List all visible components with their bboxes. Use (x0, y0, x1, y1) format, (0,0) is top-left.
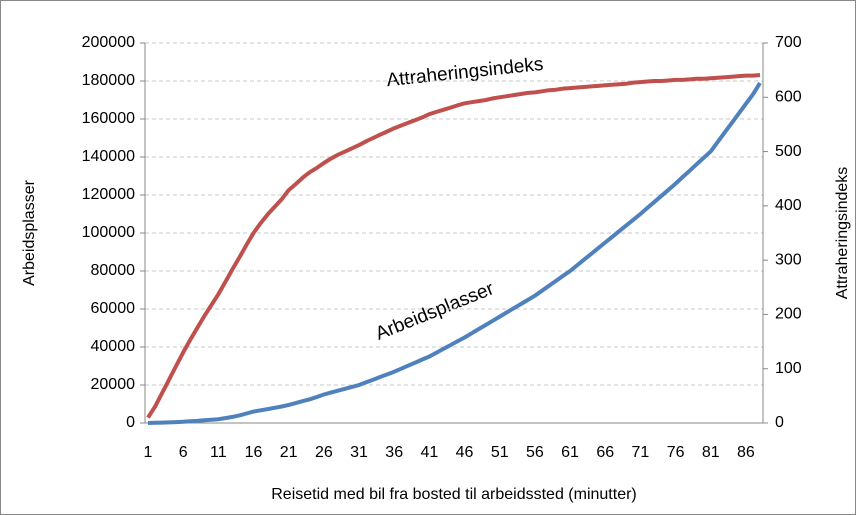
x-tick-label: 1 (144, 444, 153, 461)
x-tick-label: 41 (420, 444, 438, 461)
x-axis-label: Reisetid med bil fra bosted til arbeidss… (271, 486, 637, 503)
x-tick-label: 61 (561, 444, 579, 461)
x-tick-label: 76 (667, 444, 685, 461)
y-tick-label: 60000 (91, 300, 136, 317)
y-tick-label: 120000 (82, 186, 135, 203)
y2-tick-label: 700 (775, 34, 802, 51)
y-axis-label: Arbeidsplasser (21, 179, 38, 286)
y-tick-label: 20000 (91, 376, 136, 393)
y2-tick-label: 400 (775, 197, 802, 214)
x-tick-label: 6 (179, 444, 188, 461)
y2-tick-label: 200 (775, 306, 802, 323)
x-tick-label: 36 (385, 444, 403, 461)
x-tick-label: 21 (280, 444, 298, 461)
y2-tick-label: 600 (775, 89, 802, 106)
series-line (146, 73, 761, 419)
y-tick-label: 100000 (82, 224, 135, 241)
y-tick-label: 160000 (82, 110, 135, 127)
y2-tick-label: 500 (775, 143, 802, 160)
y-tick-label: 80000 (91, 262, 136, 279)
x-tick-label: 56 (526, 444, 544, 461)
y-tick-label: 140000 (82, 148, 135, 165)
y-tick-label: 200000 (82, 34, 135, 51)
x-tick-label: 16 (245, 444, 263, 461)
y2-tick-label: 100 (775, 360, 802, 377)
y2-axis-label: Attraheringsindeks (834, 167, 851, 300)
y-tick-label: 180000 (82, 72, 135, 89)
x-tick-label: 46 (456, 444, 474, 461)
y-tick-label: 0 (126, 414, 135, 431)
x-tick-label: 71 (632, 444, 650, 461)
x-tick-label: 11 (210, 444, 227, 461)
x-tick-label: 81 (702, 444, 720, 461)
x-tick-label: 86 (737, 444, 755, 461)
y-tick-label: 40000 (91, 338, 136, 355)
x-tick-label: 66 (596, 444, 614, 461)
x-tick-label: 26 (315, 444, 333, 461)
x-tick-label: 31 (350, 444, 368, 461)
y2-tick-label: 0 (775, 414, 784, 431)
y2-tick-label: 300 (775, 251, 802, 268)
series-line (147, 81, 762, 425)
x-tick-label: 51 (491, 444, 509, 461)
